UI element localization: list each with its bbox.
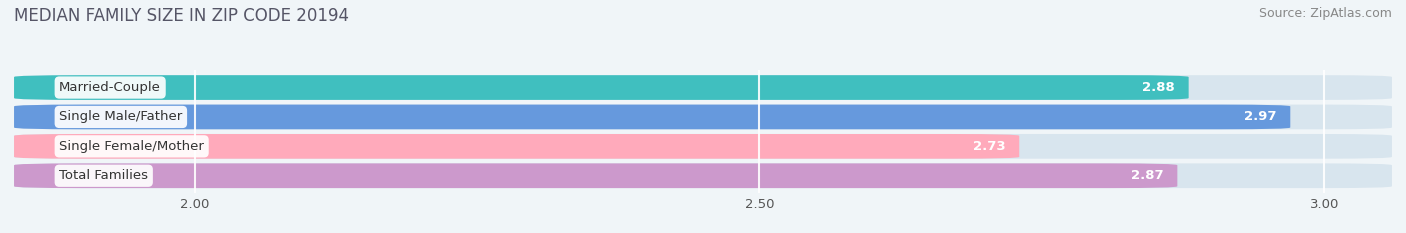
Text: 2.97: 2.97 xyxy=(1244,110,1277,123)
FancyBboxPatch shape xyxy=(14,105,1291,129)
FancyBboxPatch shape xyxy=(14,134,1392,159)
Text: MEDIAN FAMILY SIZE IN ZIP CODE 20194: MEDIAN FAMILY SIZE IN ZIP CODE 20194 xyxy=(14,7,349,25)
Text: Total Families: Total Families xyxy=(59,169,148,182)
Text: Single Female/Mother: Single Female/Mother xyxy=(59,140,204,153)
Text: 2.73: 2.73 xyxy=(973,140,1005,153)
FancyBboxPatch shape xyxy=(14,75,1392,100)
Text: Single Male/Father: Single Male/Father xyxy=(59,110,183,123)
FancyBboxPatch shape xyxy=(14,134,1019,159)
Text: Source: ZipAtlas.com: Source: ZipAtlas.com xyxy=(1258,7,1392,20)
FancyBboxPatch shape xyxy=(14,163,1177,188)
Text: 2.88: 2.88 xyxy=(1142,81,1175,94)
Text: 2.87: 2.87 xyxy=(1132,169,1164,182)
FancyBboxPatch shape xyxy=(14,75,1188,100)
FancyBboxPatch shape xyxy=(14,105,1392,129)
FancyBboxPatch shape xyxy=(14,163,1392,188)
Text: Married-Couple: Married-Couple xyxy=(59,81,162,94)
